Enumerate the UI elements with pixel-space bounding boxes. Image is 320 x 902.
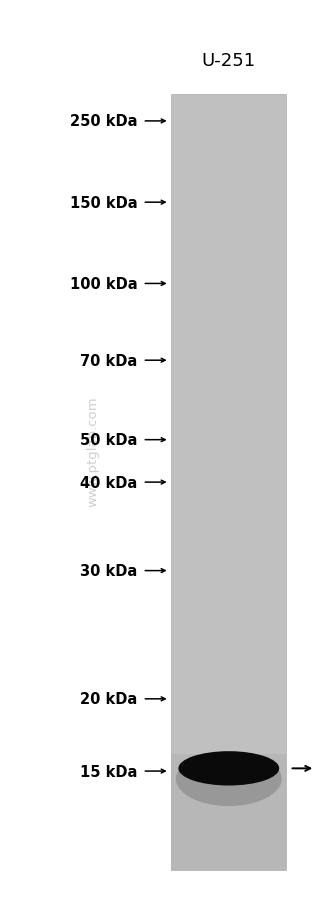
Ellipse shape [176,751,282,806]
Bar [171,754,286,870]
Text: www.ptglab.com: www.ptglab.com [86,396,99,506]
Bar [171,95,286,870]
Text: 70 kDa: 70 kDa [80,354,138,368]
Text: 50 kDa: 50 kDa [80,433,138,447]
Text: 30 kDa: 30 kDa [80,564,138,578]
Text: 40 kDa: 40 kDa [80,475,138,490]
Text: 15 kDa: 15 kDa [80,764,138,778]
Text: 150 kDa: 150 kDa [70,196,138,210]
Text: 20 kDa: 20 kDa [80,692,138,706]
Text: 100 kDa: 100 kDa [70,277,138,291]
Text: 250 kDa: 250 kDa [70,115,138,129]
Text: U-251: U-251 [202,52,256,70]
Ellipse shape [179,751,279,786]
